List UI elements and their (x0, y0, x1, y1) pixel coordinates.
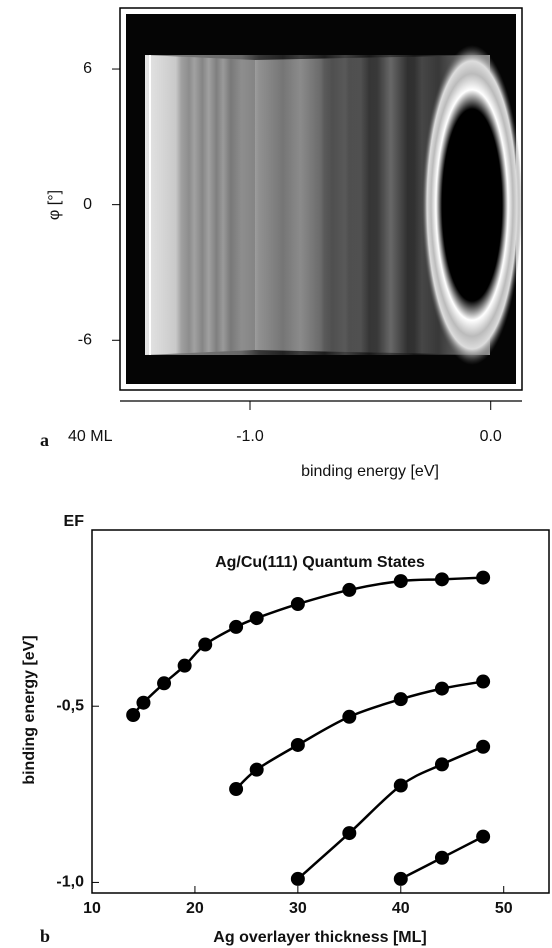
y-tick-label: -1,0 (56, 874, 84, 891)
data-point (126, 708, 141, 723)
x-tick-label: 0.0 (480, 428, 502, 445)
fit-curve (235, 680, 484, 790)
annotation: 40 ML (68, 428, 113, 445)
data-point (476, 674, 491, 689)
x-tick-label: 50 (495, 900, 513, 917)
data-point (177, 658, 192, 673)
plot-frame (91, 529, 550, 894)
x-tick-label: 10 (83, 900, 101, 917)
data-point (393, 574, 408, 589)
x-tick-label: 40 (392, 900, 410, 917)
y-tick-label: 0 (83, 196, 92, 213)
data-point (290, 597, 305, 612)
data-point (249, 762, 264, 777)
y-tick-label: -6 (78, 331, 92, 348)
panel-label: b (40, 926, 50, 946)
y-tick-label: 6 (83, 60, 92, 77)
data-point (393, 778, 408, 793)
y-tick-label: -0,5 (56, 697, 84, 714)
data-point (476, 829, 491, 844)
data-point (342, 826, 357, 841)
fit-curve (132, 576, 484, 716)
data-point (434, 757, 449, 772)
data-point (393, 692, 408, 707)
data-point (476, 739, 491, 754)
data-point (434, 850, 449, 865)
data-point (290, 737, 305, 752)
data-point (157, 676, 172, 691)
x-tick-label: -1.0 (236, 428, 264, 445)
data-point (249, 611, 264, 626)
data-point (136, 695, 151, 710)
spectrum-image (119, 7, 523, 391)
data-point (290, 871, 305, 886)
data-point (342, 709, 357, 724)
panel-label: a (40, 430, 49, 450)
chart-title: Ag/Cu(111) Quantum States (215, 554, 425, 571)
data-point (434, 572, 449, 587)
x-axis-label: Ag overlayer thickness [ML] (213, 929, 426, 946)
data-point (229, 782, 244, 797)
x-tick-label: 30 (289, 900, 307, 917)
x-tick-label: 20 (186, 900, 204, 917)
x-axis-label: binding energy [eV] (301, 463, 439, 480)
data-point (229, 619, 244, 634)
y-axis-label: φ [°] (46, 190, 63, 220)
data-point (434, 681, 449, 696)
data-point (476, 570, 491, 585)
y-axis-label: binding energy [eV] (21, 635, 38, 784)
data-point (198, 637, 213, 652)
fit-curve (297, 745, 484, 880)
data-point (342, 582, 357, 597)
data-point (393, 871, 408, 886)
y-tick-label: EF (64, 513, 85, 530)
